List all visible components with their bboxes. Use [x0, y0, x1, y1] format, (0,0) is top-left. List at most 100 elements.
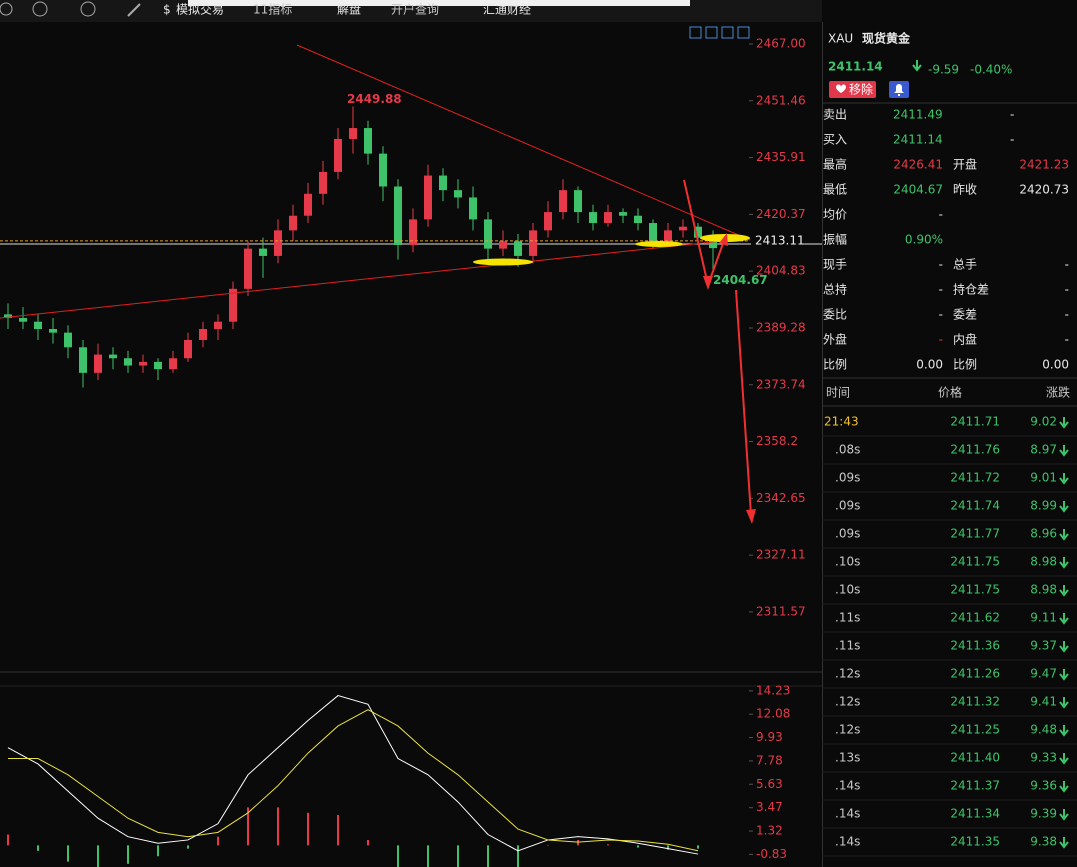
zoom-out[interactable] [32, 1, 48, 17]
candle-body [379, 153, 387, 187]
trade-change: 9.39 [1030, 807, 1057, 821]
histogram-bar [67, 845, 69, 862]
candle-body [694, 226, 702, 238]
trade-price: 2411.37 [950, 779, 1000, 793]
candle-body [34, 321, 42, 330]
trade-time: .12s [835, 723, 860, 737]
toolbar-item[interactable]: 汇通财经 [483, 3, 531, 17]
remove-button[interactable] [829, 81, 876, 98]
trade-change: 9.47 [1030, 667, 1057, 681]
quote-value: 2420.73 [1019, 183, 1069, 197]
candle-body [364, 128, 372, 154]
candle-body [139, 361, 147, 366]
histogram-bar [427, 845, 429, 867]
pen-icon[interactable] [127, 3, 141, 17]
trade-change: 9.33 [1030, 751, 1057, 765]
candle-body [604, 212, 612, 224]
quote-label: 昨收 [953, 183, 977, 197]
dea-line [8, 709, 699, 852]
quote-label: 比例 [823, 358, 847, 372]
toolbar-item[interactable]: 解盘 [337, 2, 361, 17]
trade-price: 2411.71 [950, 415, 1000, 429]
quote-label: - [1010, 133, 1014, 147]
arrowhead [746, 509, 756, 524]
trade-change: 9.48 [1030, 723, 1057, 737]
down-arrow [1059, 445, 1069, 457]
trade-time: .09s [835, 527, 860, 541]
toolbar-item[interactable]: 开户查询 [391, 2, 439, 17]
tool[interactable] [705, 26, 718, 39]
trade-change: 9.37 [1030, 639, 1057, 653]
candle-body [244, 248, 252, 289]
trade-change: 9.02 [1030, 415, 1057, 429]
y-tick-label: 14.23 [756, 683, 790, 697]
trade-price: 2411.75 [950, 583, 1000, 597]
candle-body [709, 237, 717, 249]
trade-change: 9.11 [1030, 611, 1057, 625]
trade-time: .13s [835, 751, 860, 765]
quote-value: - [939, 308, 943, 322]
quote-value: - [1065, 308, 1069, 322]
trade-time: 21:43 [824, 415, 859, 429]
highlight [635, 241, 683, 247]
trade-change: 9.38 [1030, 835, 1057, 849]
trade-change: 9.01 [1030, 471, 1057, 485]
trade-price: 2411.34 [950, 807, 1000, 821]
trade-time: .14s [835, 807, 860, 821]
icon[interactable] [0, 2, 13, 16]
down-arrow [1059, 641, 1069, 653]
trade-price: 2411.77 [950, 527, 1000, 541]
candle-body [214, 321, 222, 330]
histogram-bar [217, 836, 219, 846]
histogram-bar [187, 845, 189, 849]
down-arrow [1059, 613, 1069, 625]
instrument-name: 现货黄金 [862, 31, 911, 46]
y-tick-label: -0.83 [756, 847, 787, 861]
remove-label[interactable]: 移除 [849, 82, 873, 97]
quote-label: 外盘 [823, 332, 847, 347]
quote-label: 委比 [823, 308, 847, 322]
dollar: $ [163, 3, 171, 17]
quote-label: 现手 [823, 258, 847, 272]
quote-label: 持仓差 [953, 282, 989, 297]
candle-body [334, 138, 342, 172]
candle-body [514, 241, 522, 256]
quote-value: - [939, 283, 943, 297]
zoom-in[interactable] [80, 1, 96, 17]
down-arrow [1059, 753, 1069, 765]
tool[interactable] [737, 26, 750, 39]
y-tick-label: 2311.57 [756, 604, 806, 618]
candle-body [319, 171, 327, 194]
quote-value: - [939, 208, 943, 222]
histogram-bar [637, 845, 639, 848]
quote-label: 卖出 [823, 108, 847, 122]
quote-value: - [1065, 333, 1069, 347]
trade-time: .10s [835, 583, 860, 597]
y-tick-label: 2358.2 [756, 434, 798, 448]
toolbar-item[interactable]: 11指标 [253, 2, 292, 17]
quote-value: 0.90% [905, 233, 943, 247]
candle-body [469, 197, 477, 220]
quote-label: 买入 [823, 133, 847, 147]
quote-value: - [1065, 258, 1069, 272]
column-header: 时间 [826, 386, 850, 400]
candle-body [484, 219, 492, 249]
quote-value: 0.00 [916, 358, 943, 372]
quote-value: - [1065, 283, 1069, 297]
candle-body [679, 226, 687, 231]
quote-label: - [1010, 108, 1014, 122]
candle-body [529, 230, 537, 256]
tool[interactable] [721, 26, 734, 39]
quote-value: 0.00 [1042, 358, 1069, 372]
trade-price: 2411.62 [950, 611, 1000, 625]
y-tick-label: 2467.00 [756, 36, 806, 50]
change: -9.59 [928, 63, 959, 77]
trade-time: .08s [835, 443, 860, 457]
candle-body [49, 329, 57, 333]
tool[interactable] [689, 26, 702, 39]
toolbar-item[interactable]: 模拟交易 [176, 2, 224, 17]
trade-time: .12s [835, 667, 860, 681]
quote-label: 振幅 [823, 232, 847, 247]
trade-price: 2411.25 [950, 723, 1000, 737]
arrowhead [719, 233, 728, 246]
